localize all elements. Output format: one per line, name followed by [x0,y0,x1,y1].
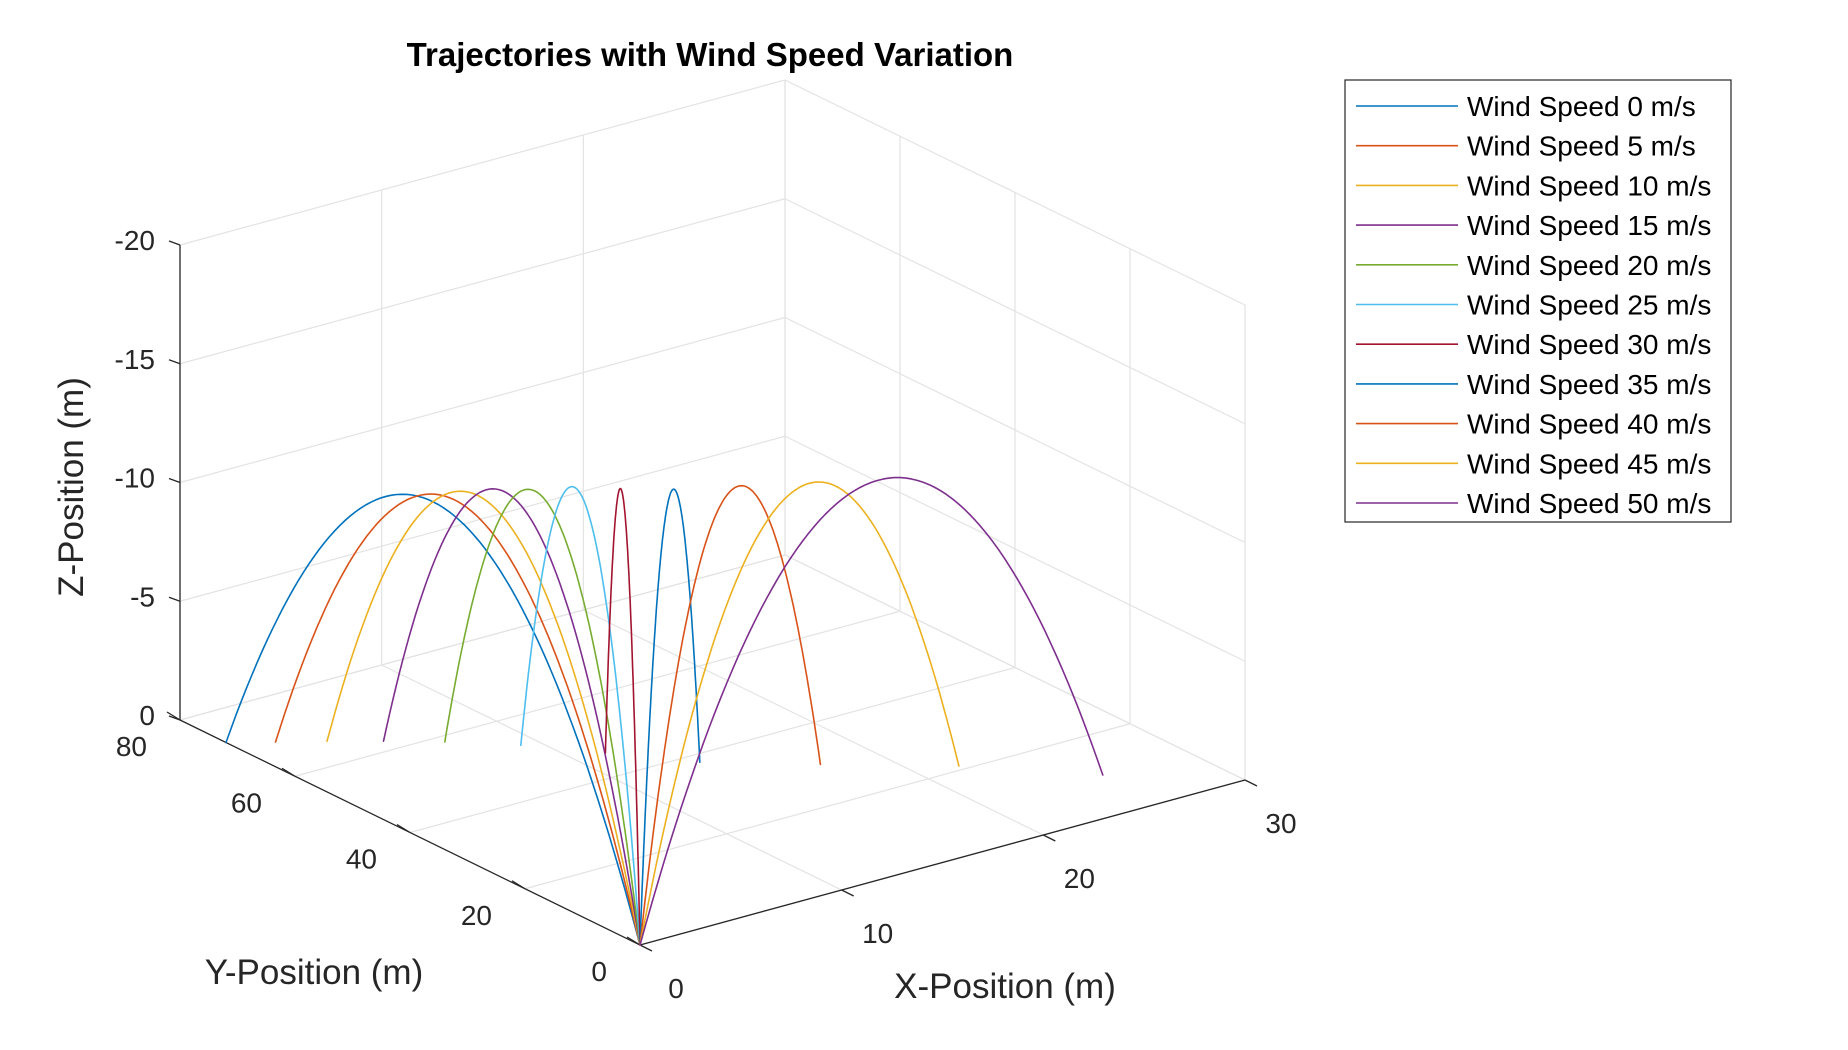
trajectory-layer [225,476,1104,946]
trajectory-line [443,488,641,946]
y-tick [511,880,526,890]
legend-label: Wind Speed 10 m/s [1467,170,1711,201]
side-wall-gridline-z [784,554,1246,781]
side-wall-gridline-z [784,435,1246,662]
x-tick [1043,834,1056,842]
y-tick-label: 60 [231,787,262,818]
side-wall-gridline-z [784,198,1246,425]
z-axis-label: Z-Position (m) [52,377,91,597]
z-tick-label: -5 [130,581,155,612]
y-tick-label: 40 [346,844,377,875]
x-tick [841,889,854,897]
legend-label: Wind Speed 5 m/s [1467,131,1696,162]
back-wall-gridline-z [179,554,786,721]
legend-label: Wind Speed 0 m/s [1467,91,1696,122]
y-tick-label: 80 [116,731,147,762]
back-wall-gridline-z [179,198,786,365]
chart-title: Trajectories with Wind Speed Variation [407,36,1014,73]
trajectory-line [519,485,641,946]
grid-layer [179,79,1246,946]
legend: Wind Speed 0 m/s Wind Speed 5 m/s Wind Spe… [1344,79,1732,523]
y-tick [281,767,296,777]
z-tick [168,596,181,602]
x-axis-label: X-Position (m) [894,967,1116,1006]
trajectory-line [639,484,822,946]
trajectory-line [639,476,1104,946]
back-wall-gridline-z [179,435,786,602]
z-tick [168,715,181,721]
side-wall-gridline-z [784,79,1246,306]
x-tick-label: 10 [862,918,893,949]
x-tick-label: 30 [1265,808,1296,839]
back-wall-gridline-z [179,79,786,246]
x-tick [1244,779,1258,787]
trajectory-line [274,493,641,946]
z-tick-label: -20 [115,225,155,256]
z-tick-label: -15 [115,344,155,375]
z-tick [168,359,181,365]
z-tick-label: 0 [139,700,155,731]
back-wall-gridline-z [179,316,786,484]
legend-box [1344,79,1732,523]
trajectory-line [382,487,641,946]
z-tick [168,477,181,484]
trajectory-line [326,490,641,946]
y-tick [626,936,641,946]
y-tick-label: 20 [461,900,492,931]
z-tick-label: -10 [115,463,155,494]
legend-label: Wind Speed 50 m/s [1467,488,1711,519]
legend-label: Wind Speed 20 m/s [1467,250,1711,281]
y-axis-label: Y-Position (m) [205,953,424,992]
trajectory-line [604,487,641,946]
trajectory-line [639,488,701,946]
x-tick [639,944,653,952]
trajectory-line [639,481,960,946]
legend-label: Wind Speed 30 m/s [1467,329,1711,360]
x-tick-label: 20 [1064,863,1095,894]
floor-gridline-y [409,666,1016,834]
legend-label: Wind Speed 40 m/s [1467,409,1711,440]
x-axis-line [639,779,1246,946]
side-wall-gridline-z [784,316,1246,544]
legend-label: Wind Speed 25 m/s [1467,290,1711,321]
x-tick-label: 0 [668,973,684,1004]
legend-label: Wind Speed 35 m/s [1467,369,1711,400]
legend-label: Wind Speed 15 m/s [1467,210,1711,241]
z-tick [168,240,181,246]
y-tick-label: 0 [591,956,607,987]
y-tick [396,823,411,834]
legend-label: Wind Speed 45 m/s [1467,448,1711,479]
